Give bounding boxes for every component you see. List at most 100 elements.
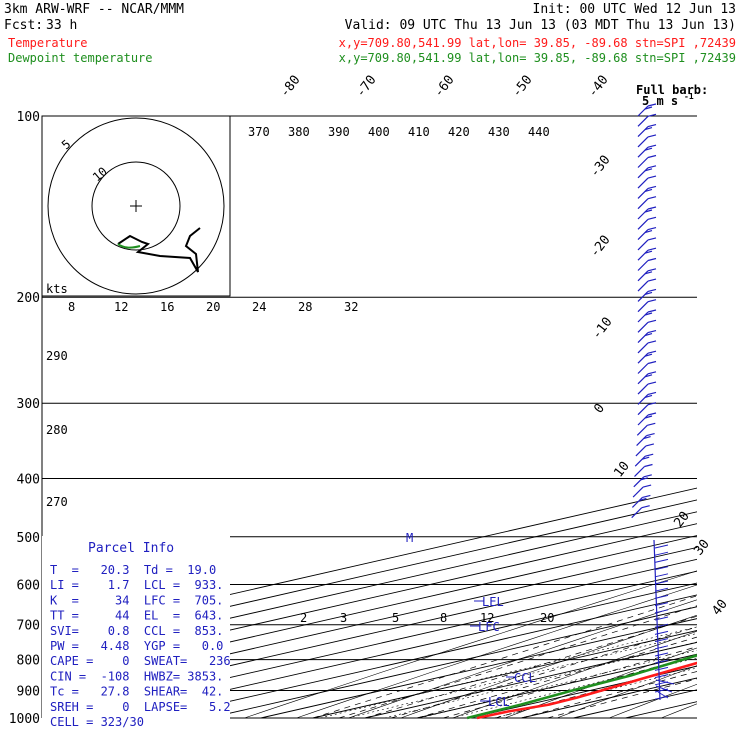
wind-barb <box>637 218 649 230</box>
wind-barb-flag <box>644 312 653 316</box>
pressure-label-800: 800 <box>17 654 40 669</box>
wind-barb <box>631 496 643 508</box>
wind-barb <box>637 167 649 179</box>
hodograph-speed-labels: 8 12 16 20 24 28 32 <box>68 300 358 314</box>
moist-adiabat-35 <box>547 678 697 719</box>
dry-adiabat-330 <box>661 703 697 719</box>
wind-barb-lower <box>654 652 669 657</box>
isotherm--30 <box>208 606 697 719</box>
wind-barb-lower <box>654 558 669 563</box>
theta-label-440: 440 <box>528 125 550 139</box>
wind-barb-flag <box>644 209 653 213</box>
wind-barb-lower <box>654 566 669 571</box>
wind-barb <box>634 455 646 467</box>
wind-barb-lower <box>654 645 669 650</box>
mixing-ratio-2 <box>320 626 697 719</box>
parcel-info-background <box>42 536 230 726</box>
wind-barb-flag <box>647 299 657 303</box>
wind-barb-flag <box>647 330 657 334</box>
parcel-row: SVI= 0.8 CCL = 853. <box>50 624 223 638</box>
isotherm--60 <box>52 570 697 719</box>
wind-barb-lower <box>654 659 669 664</box>
pressure-label-300: 300 <box>17 397 40 412</box>
wind-barb-flag <box>644 291 653 295</box>
temperature-location: x,y=709.80,541.99 lat,lon= 39.85, -89.68… <box>339 36 736 50</box>
wind-barb-flag <box>647 422 656 426</box>
wind-barb <box>637 208 649 220</box>
mixing-ratio-labels: 2 3 5 8 12 20 <box>300 611 554 625</box>
wind-barb <box>634 466 645 477</box>
dewpoint-line <box>466 653 697 720</box>
isotherm-label-20: 20 <box>671 509 692 531</box>
wind-barb <box>637 280 649 292</box>
wind-barb <box>637 115 649 127</box>
wind-barb-flag <box>647 412 657 416</box>
wind-barb <box>637 311 649 323</box>
pressure-label-600: 600 <box>17 578 40 593</box>
wind-barb-flag <box>647 175 657 179</box>
dewpoint-legend: Dewpoint temperature <box>8 51 153 65</box>
wind-barbs <box>631 103 675 701</box>
pressure-label-1000: 1000 <box>9 712 40 727</box>
isotherm-label--80: -80 <box>277 73 303 101</box>
wind-barb-flag <box>647 206 657 210</box>
hodograph-ring-outer <box>47 117 225 295</box>
wind-barb <box>637 126 649 138</box>
wind-barb-flag <box>647 247 657 251</box>
wind-barb-flag <box>644 230 653 234</box>
wind-barb <box>637 229 649 241</box>
wind-barb-flag <box>644 271 653 275</box>
theta-label-420: 420 <box>448 125 470 139</box>
wind-barb <box>637 177 649 189</box>
wind-barb <box>637 157 649 168</box>
wind-barb-lower <box>654 616 669 621</box>
sounding-curves <box>466 653 697 720</box>
wind-barb <box>637 414 649 426</box>
dewpoint-location: x,y=709.80,541.99 lat,lon= 39.85, -89.68… <box>339 51 736 65</box>
hodograph-speed-32: 32 <box>344 300 358 314</box>
wind-barb-lower <box>654 623 669 628</box>
level-marker-m: M <box>406 531 413 545</box>
wind-barb-flag <box>647 278 657 282</box>
wind-barb-flag <box>644 188 653 192</box>
background-grid <box>42 116 740 719</box>
wind-barb-flag <box>641 505 650 509</box>
parcel-row: CELL = 323/30 <box>50 715 144 729</box>
pressure-label-100: 100 <box>17 110 40 125</box>
isotherm-label--30: -30 <box>587 153 613 181</box>
isotherm-10 <box>417 653 697 719</box>
dry-adiabat-250 <box>244 570 697 719</box>
wind-barb-flag <box>645 443 655 447</box>
wind-barb <box>636 424 648 436</box>
forecast-hour: 33 h <box>46 18 77 33</box>
mixing-label-20: 20 <box>540 611 554 625</box>
hodograph-speed-20: 20 <box>206 300 220 314</box>
wind-barb-lower <box>654 573 669 578</box>
wind-barb-flag <box>644 394 653 398</box>
valid-time: Valid: 09 UTC Thu 13 Jun 13 (03 MDT Thu … <box>345 18 736 33</box>
dry-adiabat-260 <box>296 584 697 719</box>
theta-label-370: 370 <box>248 125 270 139</box>
isotherm-label--50: -50 <box>509 73 535 101</box>
wind-barb-flag <box>647 103 657 107</box>
wind-barb-flag <box>647 113 657 117</box>
wind-barb-flag <box>644 127 653 131</box>
dry-adiabat-340 <box>713 116 740 718</box>
barb-note-line2: 5 m s <box>642 94 678 108</box>
wind-barb-flag <box>643 474 652 478</box>
dry-adiabat-320 <box>608 683 697 719</box>
wind-barb <box>637 136 649 148</box>
wind-barb-flag <box>644 415 653 419</box>
wind-barb-lower <box>654 630 669 635</box>
level-marker-lfc: LFC <box>478 620 500 634</box>
init-time: Init: 00 UTC Wed 12 Jun 13 <box>533 2 737 17</box>
dry-adiabat-290 <box>452 630 697 719</box>
kts-label: kts <box>46 282 68 296</box>
hodograph-ring-inner <box>91 161 181 251</box>
wind-barb-flag <box>639 497 647 501</box>
isotherm--80 <box>42 546 697 698</box>
temperature-line <box>476 661 697 720</box>
isotherm-label-40: 40 <box>709 597 730 619</box>
wind-barb <box>631 507 643 519</box>
parcel-row: CIN = -108 HWBZ= 3853. <box>50 669 223 683</box>
